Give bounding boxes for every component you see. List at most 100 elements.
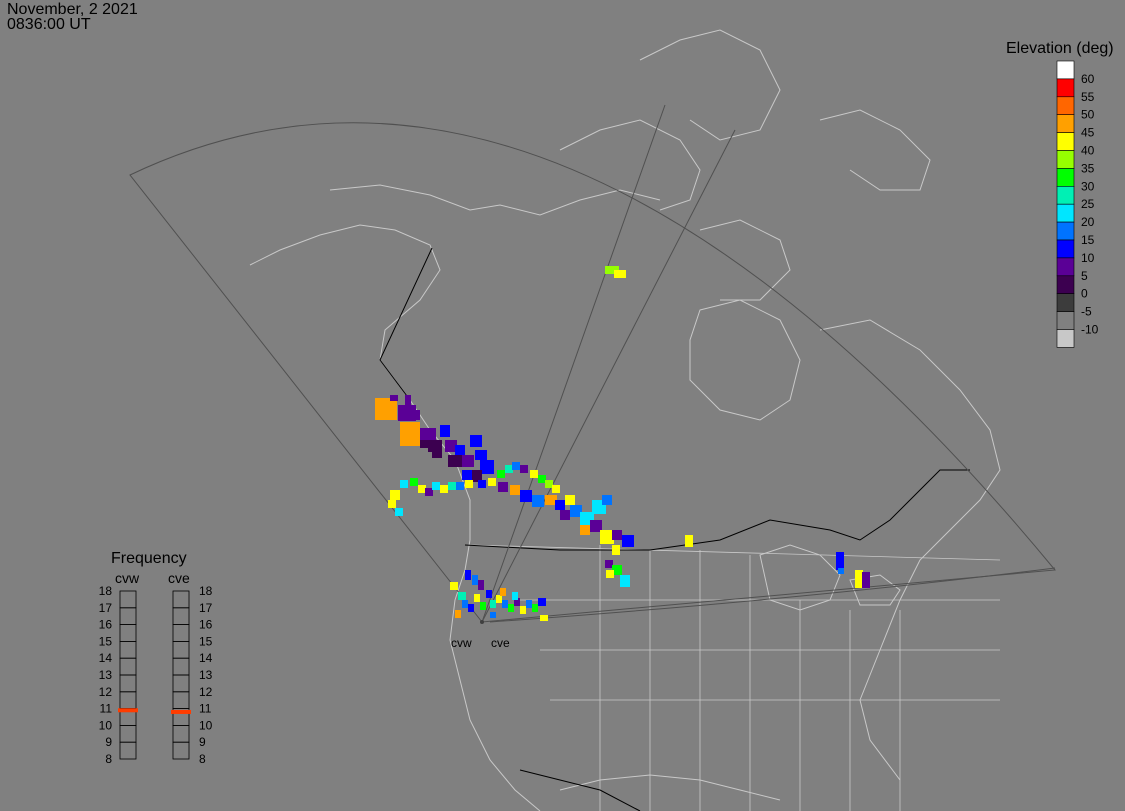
- coastline: [699, 219, 791, 301]
- colorbar-label: 25: [1081, 197, 1095, 211]
- frequency-tick-label: 8: [199, 752, 206, 766]
- echo-cell: [685, 535, 693, 547]
- colorbar-swatch: [1056, 203, 1075, 223]
- frequency-bar-cell: [172, 657, 190, 676]
- site-label-cve: cve: [491, 636, 510, 650]
- frequency-bar-cell: [119, 674, 137, 693]
- colorbar-label: 40: [1081, 144, 1095, 158]
- map-background: [249, 29, 1001, 811]
- frequency-tick-label: 11: [100, 702, 113, 716]
- echo-cell: [398, 405, 416, 421]
- fov-beam-line: [481, 104, 666, 623]
- colorbar-swatch: [1056, 168, 1075, 187]
- echo-cell: [565, 495, 575, 505]
- frequency-bar-cell: [119, 657, 137, 676]
- colorbar-label: -5: [1081, 305, 1092, 319]
- echo-cell: [545, 480, 553, 488]
- colorbar-label: 45: [1081, 126, 1095, 140]
- echo-cell: [488, 478, 496, 486]
- frequency-marker: [171, 709, 191, 714]
- echo-cell: [545, 495, 557, 505]
- frequency-tick-label: 15: [199, 634, 213, 648]
- echo-cell: [474, 594, 480, 602]
- echo-cell: [478, 480, 486, 488]
- colorbar-swatch: [1056, 114, 1075, 133]
- frequency-tick-label: 18: [99, 584, 113, 598]
- colorbar-swatch: [1056, 60, 1075, 80]
- colorbar-swatch: [1056, 150, 1075, 169]
- frequency-tick-label: 18: [199, 584, 213, 598]
- colorbar-label: 0: [1081, 287, 1088, 301]
- echo-cell: [448, 455, 462, 467]
- echo-cell: [400, 480, 408, 488]
- coastline: [329, 184, 661, 216]
- frequency-bar-cell: [172, 725, 190, 743]
- echo-cell: [480, 460, 494, 474]
- echo-cell: [520, 490, 532, 502]
- echo-cell: [580, 525, 590, 535]
- frequency-bar-cell: [119, 624, 137, 642]
- colorbar-swatch: [1056, 257, 1075, 277]
- national-border: [519, 769, 641, 811]
- echo-cell: [486, 590, 492, 598]
- echo-cell: [472, 575, 478, 585]
- echo-cell: [465, 570, 471, 580]
- echo-cell: [532, 604, 538, 612]
- echo-cell: [606, 570, 614, 578]
- echo-cell: [605, 266, 619, 274]
- frequency-tick-label: 9: [199, 735, 206, 749]
- echo-cell: [456, 482, 464, 490]
- echo-cell: [455, 610, 461, 618]
- echo-cell: [478, 580, 484, 590]
- echo-cell: [465, 480, 473, 488]
- frequency-tick-label: 10: [199, 718, 213, 732]
- time-label: 0836:00 UT: [7, 16, 91, 33]
- colorbar-swatch: [1056, 221, 1075, 241]
- frequency-tick-label: 11: [199, 702, 212, 716]
- echo-cell: [590, 520, 602, 532]
- frequency-bar-cell: [172, 607, 190, 625]
- echo-cell: [530, 470, 538, 478]
- echo-cell: [440, 485, 448, 493]
- colorbar-swatch: [1056, 96, 1075, 116]
- echo-cell: [614, 270, 626, 278]
- echo-cell: [555, 500, 565, 510]
- frequency-title: Frequency: [111, 550, 187, 567]
- echo-cell: [498, 482, 508, 492]
- echo-cell: [512, 592, 518, 600]
- echo-cell: [532, 495, 544, 507]
- frequency-tick-label: 14: [199, 651, 213, 665]
- elevation-scale-title: Elevation (deg): [1006, 40, 1114, 57]
- echo-cell: [395, 508, 403, 516]
- echo-cell: [400, 422, 420, 446]
- colorbar-swatch: [1056, 311, 1075, 330]
- echo-cell: [390, 395, 398, 401]
- echo-cell: [612, 545, 620, 555]
- colorbar-swatch: [1056, 293, 1075, 312]
- echo-cell: [420, 440, 428, 448]
- frequency-radar-cve-label: cve: [168, 570, 190, 586]
- colorbar-swatch: [1056, 275, 1075, 294]
- echo-cell: [538, 598, 546, 606]
- echo-cell: [375, 398, 397, 420]
- frequency-tick-label: 16: [199, 618, 213, 632]
- frequency-bar-cell: [119, 691, 137, 709]
- coastline: [759, 544, 841, 611]
- echo-cell: [490, 600, 496, 608]
- echo-cell: [620, 575, 630, 587]
- colorbar-swatch: [1056, 329, 1075, 348]
- echo-cell: [514, 598, 520, 606]
- frequency-bar-cell: [172, 590, 190, 609]
- colorbar-label: 20: [1081, 215, 1095, 229]
- coastline: [449, 539, 541, 811]
- echo-cell: [390, 490, 400, 500]
- echo-cell: [605, 560, 613, 568]
- echo-cell: [448, 482, 456, 490]
- coastline: [559, 119, 701, 211]
- echo-cell: [470, 470, 482, 482]
- frequency-tick-label: 16: [99, 618, 113, 632]
- fov-beam-line: [481, 129, 736, 623]
- colorbar-label: 5: [1081, 269, 1088, 283]
